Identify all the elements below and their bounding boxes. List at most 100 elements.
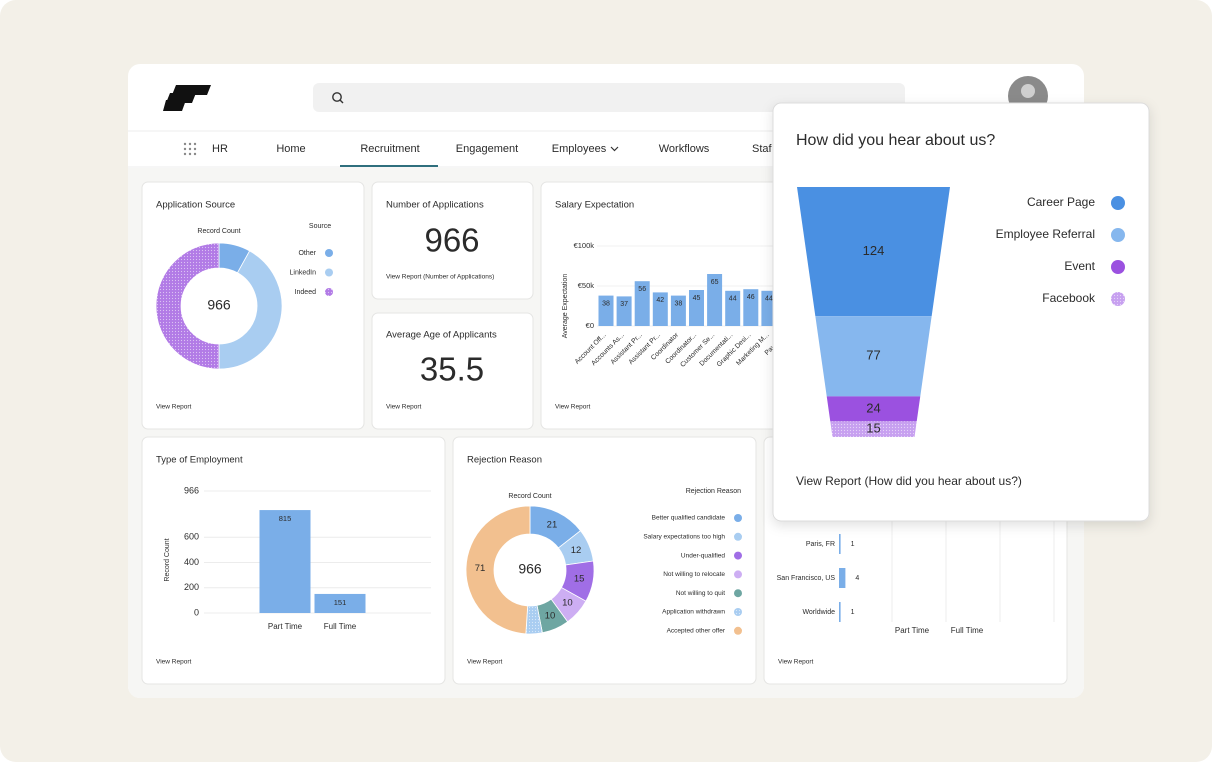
card-title: Application Source xyxy=(156,200,235,211)
card-title: Rejection Reason xyxy=(467,455,542,466)
donut-segment xyxy=(155,242,220,370)
apps-dot xyxy=(188,142,192,146)
nav-chevron xyxy=(610,146,619,152)
card xyxy=(452,436,757,685)
bar xyxy=(670,295,686,326)
legend-label: Career Page xyxy=(1027,195,1095,209)
measure-label: Record Count xyxy=(197,228,240,235)
bar-label: 45 xyxy=(693,295,701,302)
apps-dot xyxy=(193,152,197,156)
row-label: Paris, FR xyxy=(806,541,835,548)
bar-label: 815 xyxy=(279,514,292,523)
avatar-face xyxy=(1021,84,1035,98)
kpi-value: 35.5 xyxy=(420,351,484,388)
bar xyxy=(634,281,650,326)
bar-label: 44 xyxy=(729,296,737,303)
bar xyxy=(743,289,759,326)
y-tick-label: 400 xyxy=(184,557,199,567)
legend-swatch xyxy=(734,514,742,522)
bar xyxy=(839,534,841,554)
nav-item[interactable]: Recruitment xyxy=(360,143,419,155)
search-bar[interactable] xyxy=(313,83,905,112)
bar-label: 1 xyxy=(851,609,855,616)
bar-label: 44 xyxy=(765,296,773,303)
bar xyxy=(259,510,311,613)
view-report-link[interactable]: View Report (How did you hear about us?) xyxy=(796,474,1022,488)
search-icon xyxy=(332,92,344,104)
bar-label: 38 xyxy=(675,300,683,307)
nav-app-name: HR xyxy=(212,143,228,155)
nav-item[interactable]: Home xyxy=(276,143,305,155)
legend-label: Facebook xyxy=(1042,291,1096,305)
nav-item[interactable]: Workflows xyxy=(659,143,710,155)
card xyxy=(371,312,534,430)
view-report-link: View Report (Number of Applications) xyxy=(386,274,494,281)
bar-label: 38 xyxy=(602,300,610,307)
y-tick-label: €100k xyxy=(574,241,595,250)
funnel-label: 15 xyxy=(866,421,880,436)
segment-label: 71 xyxy=(475,563,486,574)
bar-label: 151 xyxy=(334,598,347,607)
funnel-segment xyxy=(797,187,950,317)
card-title: Average Age of Applicants xyxy=(386,330,497,341)
segment-label: 15 xyxy=(574,574,585,585)
legend-label: Indeed xyxy=(295,289,317,296)
apps-dot xyxy=(193,147,197,151)
column-label: Full Time xyxy=(951,626,984,635)
x-tick-label: Part Time xyxy=(268,622,303,631)
kpi-value: 966 xyxy=(424,222,479,259)
segment-label: 12 xyxy=(571,545,582,556)
donut-total: 966 xyxy=(518,561,542,577)
y-tick-label: €50k xyxy=(578,281,595,290)
bar-label: 4 xyxy=(855,575,859,582)
legend-swatch xyxy=(1111,260,1125,274)
apps-icon[interactable] xyxy=(183,142,197,156)
funnel-label: 77 xyxy=(866,348,880,363)
donut-segment xyxy=(218,250,283,370)
apps-dot xyxy=(183,147,187,151)
legend-swatch xyxy=(734,626,742,635)
app-window: HR Home Recruitment Engagement Employees Work… xyxy=(128,64,1084,698)
legend-title: Source xyxy=(309,223,331,230)
legend-label: Better qualified candidate xyxy=(652,515,726,522)
funnel-segment xyxy=(815,316,932,397)
legend-swatch xyxy=(734,608,742,616)
apps-dot xyxy=(193,142,197,146)
segment-label: 21 xyxy=(547,520,558,531)
legend-swatch xyxy=(325,249,333,257)
funnel-segment xyxy=(830,421,917,437)
bar-label: 42 xyxy=(656,297,664,304)
nav-item[interactable]: Employees xyxy=(552,143,607,155)
legend-title: Rejection Reason xyxy=(686,488,741,495)
legend-label: Not willing to quit xyxy=(676,590,725,597)
y-axis-label: Record Count xyxy=(164,538,171,581)
nav-item[interactable]: Engagement xyxy=(456,143,518,155)
legend-label: Event xyxy=(1064,259,1095,273)
y-tick-label: 966 xyxy=(184,485,199,495)
legend-swatch xyxy=(734,532,742,541)
legend-swatch xyxy=(1111,228,1125,242)
bar-label: 1 xyxy=(851,541,855,548)
apps-dot xyxy=(183,142,187,146)
y-axis-label: Average Expectation xyxy=(562,274,569,339)
legend-swatch xyxy=(1111,292,1125,306)
popup-card: How did you hear about us? 124 77 24 15 Caree… xyxy=(772,102,1150,522)
bar-label: 46 xyxy=(747,294,755,301)
donut-segment xyxy=(465,505,531,635)
donut-total: 966 xyxy=(207,297,231,313)
bar xyxy=(725,290,741,326)
y-tick-label: €0 xyxy=(586,321,594,330)
card-title: Type of Employment xyxy=(156,455,243,466)
nav-item[interactable]: Staf xyxy=(752,143,773,155)
apps-dot xyxy=(188,147,192,151)
view-report-link: View Report xyxy=(156,659,191,666)
bar xyxy=(707,274,723,326)
row-label: San Francisco, US xyxy=(777,575,836,582)
bar xyxy=(616,296,632,326)
row-label: Worldwide xyxy=(802,609,835,616)
bar-label: 65 xyxy=(711,279,719,286)
bar xyxy=(839,568,846,588)
card-title: Number of Applications xyxy=(386,200,484,211)
legend-label: Salary expectations too high xyxy=(643,534,725,541)
